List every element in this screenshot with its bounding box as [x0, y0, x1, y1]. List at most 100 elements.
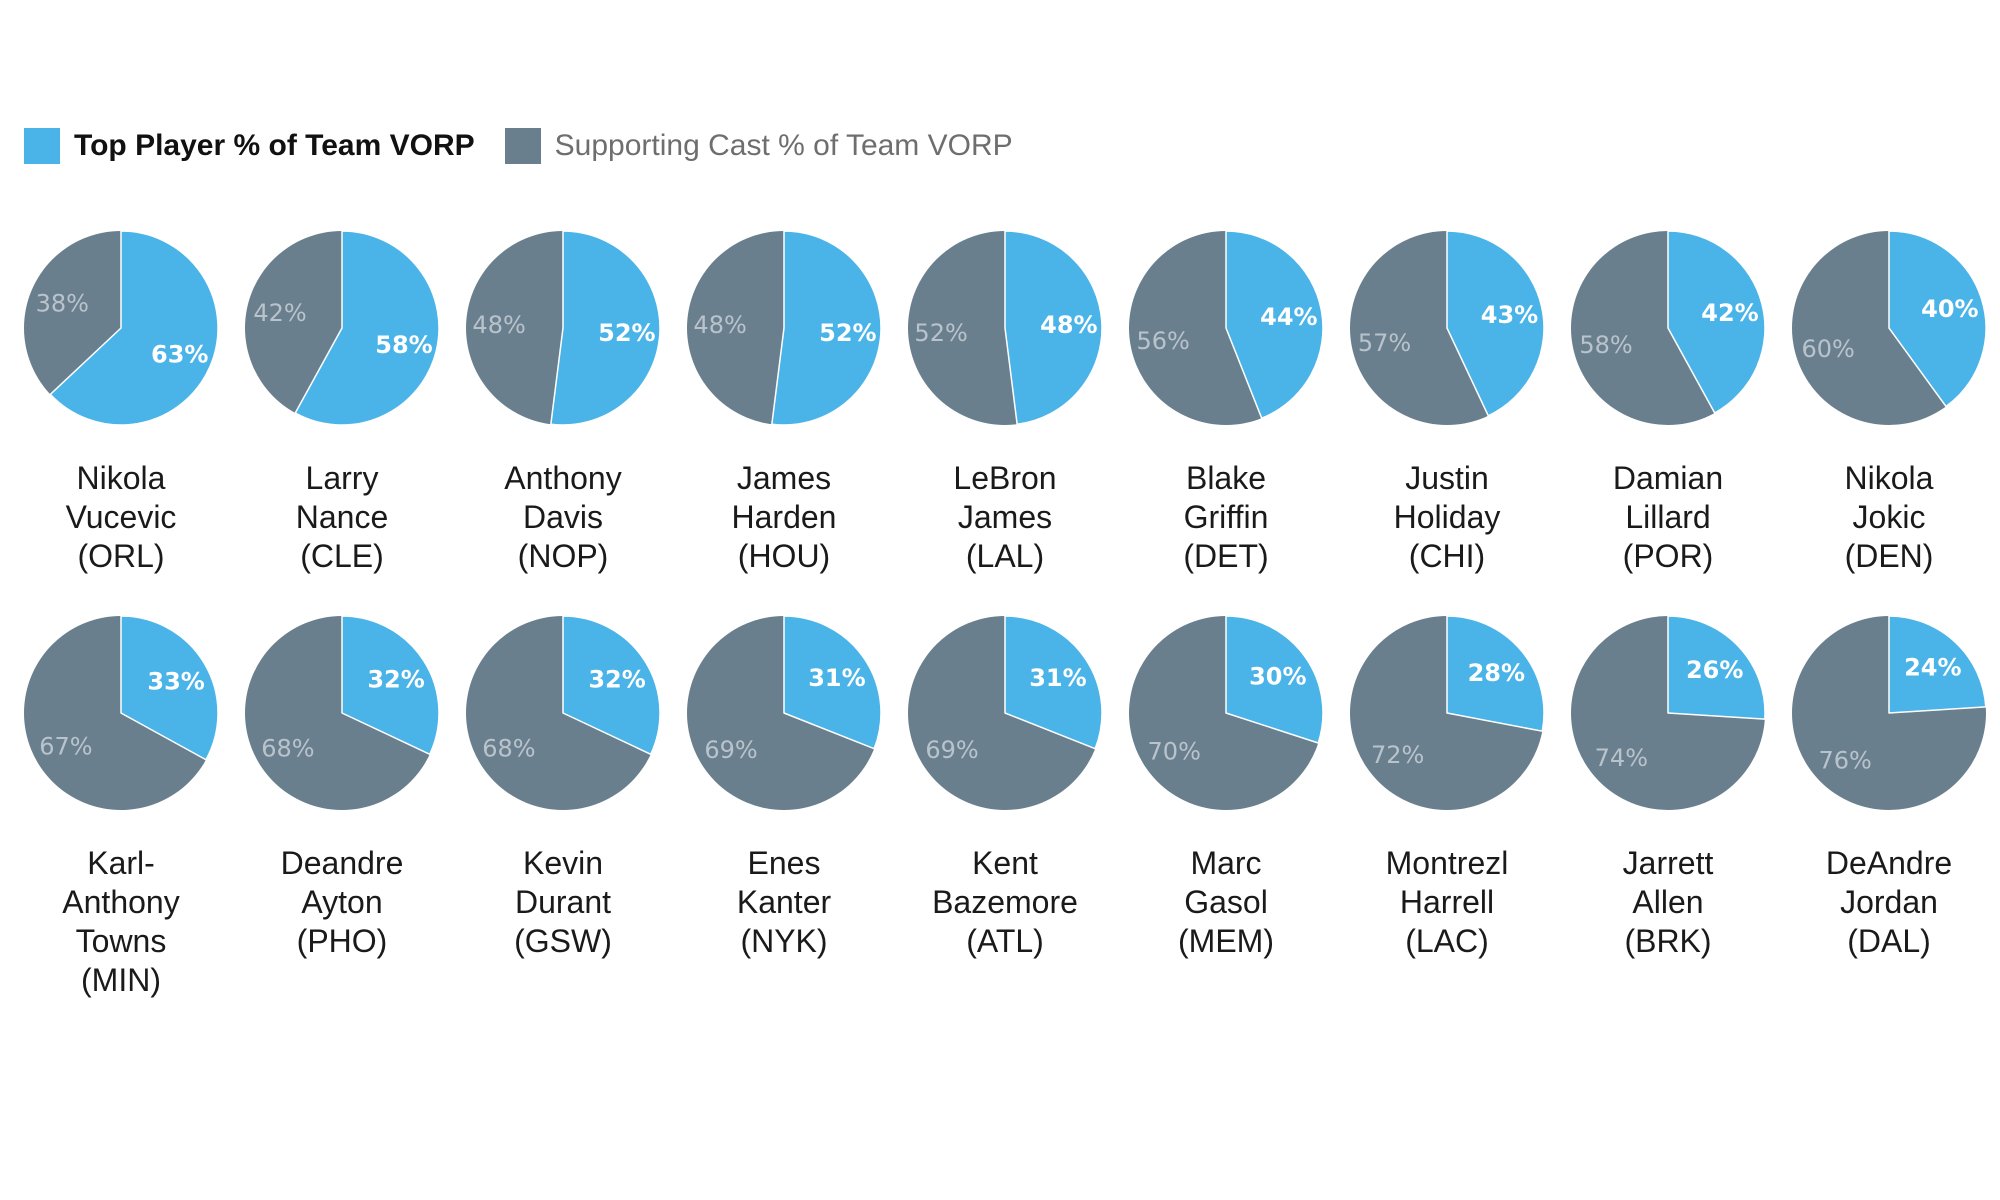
player-name-line: (DAL): [1847, 923, 1931, 959]
pie-label-supporting: 52%: [914, 319, 967, 347]
pie-slice-top-player: [783, 615, 882, 750]
pie-slice-top-player: [1004, 615, 1103, 750]
pie-label-supporting: 72%: [1371, 741, 1424, 769]
pie-label-top-player: 31%: [808, 664, 865, 692]
legend-swatch-supporting-cast: [504, 128, 541, 164]
pie-label-top-player: 40%: [1921, 295, 1978, 323]
pie-label-top-player: 52%: [598, 319, 655, 347]
player-name-line: Nikola: [77, 460, 166, 496]
legend: Top Player % of Team VORP Supporting Cas…: [24, 128, 1043, 164]
player-name-line: Lillard: [1625, 499, 1710, 535]
pie-label-supporting: 42%: [253, 299, 306, 327]
pie-label-supporting: 67%: [39, 733, 92, 761]
pie-label-supporting: 56%: [1136, 327, 1189, 355]
player-name-line: Towns: [76, 923, 167, 959]
player-name-line: Jordan: [1840, 884, 1938, 920]
player-name-line: Larry: [306, 460, 379, 496]
pie-label-top-player: 30%: [1249, 662, 1306, 690]
pie-label-supporting: 76%: [1819, 747, 1872, 775]
player-name-line: (GSW): [514, 923, 612, 959]
player-name-line: Karl-: [87, 845, 155, 881]
pie-label-supporting: 60%: [1801, 335, 1854, 363]
pie-slice-top-player: [1667, 230, 1766, 414]
pie-label-top-player: 42%: [1701, 299, 1758, 327]
pie-label-supporting: 69%: [925, 736, 978, 764]
pie-label-supporting: 69%: [704, 736, 757, 764]
player-name-line: Damian: [1613, 460, 1723, 496]
pie-label-top-player: 63%: [151, 340, 208, 368]
player-name-line: Nance: [296, 499, 389, 535]
player-name-line: Marc: [1190, 845, 1261, 881]
player-name-line: Blake: [1186, 460, 1266, 496]
player-name-line: (MIN): [81, 962, 161, 998]
player-name-line: Jokic: [1853, 499, 1926, 535]
pie-slice-top-player: [120, 615, 219, 761]
player-name-line: (ORL): [77, 538, 164, 574]
player-name-line: Montrezl: [1386, 845, 1509, 881]
player-name-line: (NYK): [740, 923, 827, 959]
player-name-line: Holiday: [1394, 499, 1501, 535]
player-name-line: Ayton: [301, 884, 382, 920]
pie-label-supporting: 58%: [1579, 331, 1632, 359]
player-name-line: James: [958, 499, 1052, 535]
pie-label-top-player: 48%: [1040, 311, 1097, 339]
pie-label-top-player: 52%: [819, 319, 876, 347]
pie-slice-top-player: [550, 230, 661, 426]
player-name-line: Nikola: [1845, 460, 1934, 496]
player-name-line: Anthony: [62, 884, 179, 920]
player-name-line: (NOP): [518, 538, 609, 574]
pie-slice-top-player: [294, 230, 440, 426]
pie-slice-top-player: [1888, 615, 1987, 714]
player-name-line: Harrell: [1400, 884, 1494, 920]
legend-item-supporting-cast: Supporting Cast % of Team VORP: [504, 128, 1013, 164]
player-name-line: (HOU): [738, 538, 830, 574]
pie-slice-top-player: [1446, 615, 1545, 732]
pie-slice-top-player: [1667, 615, 1766, 720]
player-name-line: Kevin: [523, 845, 603, 881]
pie-label-top-player: 58%: [375, 331, 432, 359]
player-name-line: Griffin: [1184, 499, 1269, 535]
pie-label-top-player: 32%: [367, 666, 424, 694]
player-name-line: (POR): [1623, 538, 1714, 574]
player-name-line: (LAC): [1405, 923, 1489, 959]
pie-label-top-player: 33%: [147, 667, 204, 695]
player-name-line: (ATL): [966, 923, 1044, 959]
player-name-line: Kent: [972, 845, 1038, 881]
player-name-line: Enes: [748, 845, 821, 881]
player-name-line: (CLE): [300, 538, 384, 574]
pie-label-supporting: 48%: [693, 311, 746, 339]
player-name-line: Vucevic: [66, 499, 177, 535]
player-name-line: Kanter: [737, 884, 832, 920]
legend-label-supporting-cast: Supporting Cast % of Team VORP: [554, 129, 1013, 162]
pie-slice-top-player: [341, 615, 440, 756]
player-name-line: Harden: [732, 499, 837, 535]
pie-label-supporting: 48%: [472, 311, 525, 339]
player-name-line: Deandre: [281, 845, 404, 881]
player-name-line: (LAL): [966, 538, 1044, 574]
legend-item-top-player: Top Player % of Team VORP: [24, 128, 475, 164]
player-name-line: Justin: [1405, 460, 1489, 496]
player-name-line: (DET): [1183, 538, 1268, 574]
player-name-line: (MEM): [1178, 923, 1274, 959]
pie-label-supporting: 74%: [1595, 744, 1648, 772]
pie-label-top-player: 28%: [1468, 659, 1525, 687]
player-name-line: (PHO): [297, 923, 388, 959]
player-name-line: Allen: [1632, 884, 1703, 920]
player-name-line: Gasol: [1184, 884, 1268, 920]
